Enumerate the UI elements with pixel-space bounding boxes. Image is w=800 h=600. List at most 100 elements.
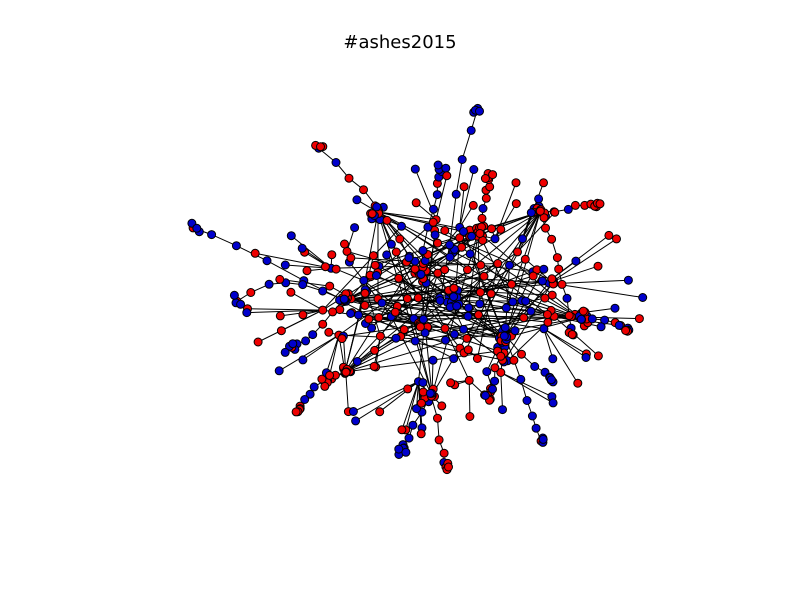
- graph-node-red: [462, 333, 472, 343]
- graph-node-red: [464, 375, 474, 385]
- graph-node-blue: [300, 395, 310, 404]
- graph-node-red: [480, 174, 490, 183]
- graph-node-red: [496, 368, 506, 377]
- graph-node-red: [246, 288, 256, 297]
- graph-node-blue: [404, 253, 414, 263]
- graph-node-red: [370, 345, 380, 355]
- graph-node-red: [481, 193, 491, 203]
- graph-node-blue: [610, 303, 620, 313]
- graph-edge: [444, 230, 581, 319]
- graph-node-red: [463, 345, 473, 355]
- graph-node-red: [416, 398, 426, 408]
- graph-node-red: [337, 334, 347, 344]
- graph-edge: [553, 283, 643, 298]
- graph-node-red: [346, 253, 356, 263]
- graph-node-red: [439, 448, 449, 458]
- graph-node-red: [433, 238, 443, 248]
- graph-node-blue: [449, 292, 459, 302]
- graph-edge: [377, 211, 433, 396]
- graph-node-red: [493, 259, 503, 268]
- graph-node-red: [433, 413, 442, 423]
- graph-node-red: [440, 226, 450, 235]
- graph-node-blue: [428, 355, 438, 365]
- graph-node-red: [341, 367, 351, 377]
- graph-node-red: [320, 262, 330, 272]
- graph-edge: [350, 293, 492, 314]
- graph-edge: [339, 299, 454, 360]
- graph-node-blue: [280, 347, 290, 357]
- graph-edge: [459, 169, 475, 228]
- graph-node-red: [444, 462, 453, 472]
- graph-node-red: [374, 313, 384, 322]
- graph-node-red: [370, 260, 380, 270]
- graph-node-red: [250, 248, 260, 258]
- graph-node-red: [369, 251, 378, 261]
- graph-node-red: [364, 314, 374, 324]
- graph-edge: [543, 328, 587, 358]
- graph-node-red: [318, 305, 328, 315]
- graph-node-red: [411, 198, 421, 208]
- graph-node-blue: [490, 234, 500, 244]
- graph-node-blue: [538, 434, 548, 444]
- graph-node-red: [511, 199, 521, 209]
- graph-node-blue: [410, 164, 420, 174]
- graph-edge: [246, 309, 323, 314]
- graph-node-red: [318, 319, 328, 329]
- graph-edge: [211, 234, 237, 247]
- graph-node-blue: [623, 275, 633, 285]
- graph-node-red: [570, 200, 580, 210]
- graph-node-red: [413, 293, 423, 303]
- graph-node-red: [507, 279, 517, 289]
- graph-node-red: [547, 290, 557, 300]
- graph-node-red: [459, 182, 469, 192]
- graph-node-blue: [229, 290, 239, 300]
- graph-node-red: [475, 229, 485, 238]
- graph-node-red: [479, 271, 489, 281]
- graph-node-blue: [372, 202, 382, 212]
- graph-node-red: [325, 281, 335, 291]
- graph-edge: [486, 271, 534, 372]
- graph-node-blue: [420, 328, 430, 338]
- graph-node-red: [440, 323, 450, 333]
- graph-edge: [449, 194, 457, 245]
- graph-node-blue: [192, 223, 202, 233]
- graph-node-blue: [527, 411, 537, 421]
- graph-node-red: [382, 215, 392, 225]
- graph-node-blue: [339, 294, 349, 304]
- graph-edge: [468, 380, 471, 417]
- graph-node-red: [567, 330, 577, 339]
- graph-node-blue: [466, 125, 476, 135]
- graph-node-red: [573, 378, 583, 388]
- graph-node-blue: [539, 324, 549, 334]
- graph-node-red: [437, 401, 447, 411]
- graph-node-red: [298, 310, 308, 320]
- graph-node-blue: [441, 163, 451, 173]
- graph-node-red: [554, 264, 564, 274]
- graph-edge: [553, 265, 599, 282]
- graph-node-red: [275, 274, 285, 284]
- graph-node-red: [320, 381, 330, 391]
- graph-node-red: [367, 209, 377, 219]
- graph-node-blue: [571, 256, 581, 266]
- graph-edge: [377, 211, 437, 221]
- graph-node-blue: [382, 250, 392, 260]
- graph-node-blue: [537, 276, 547, 286]
- graph-node-red: [542, 310, 552, 319]
- graph-node-blue: [518, 234, 527, 244]
- graph-node-red: [390, 307, 400, 317]
- graph-node-red: [564, 311, 574, 321]
- graph-node-blue: [297, 243, 307, 253]
- graph-edge: [405, 381, 419, 431]
- graph-node-blue: [435, 296, 445, 306]
- graph-node-blue: [452, 301, 462, 311]
- graph-node-red: [593, 261, 603, 271]
- graph-node-blue: [451, 189, 461, 199]
- graph-node-blue: [408, 420, 418, 430]
- graph-node-red: [442, 171, 452, 181]
- graph-node-blue: [404, 433, 414, 443]
- edge-layer: [191, 108, 643, 470]
- graph-node-blue: [298, 355, 308, 365]
- graph-node-blue: [596, 322, 606, 332]
- graph-node-blue: [548, 354, 558, 364]
